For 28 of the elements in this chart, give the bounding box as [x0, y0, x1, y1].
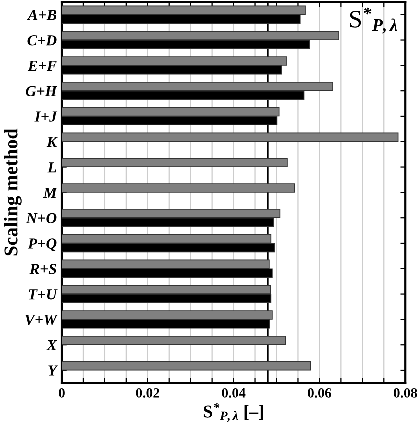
- x-tick-label: 0.04: [222, 388, 246, 398]
- y-tick-label: A+B: [27, 10, 57, 20]
- x-tick-label: 0.02: [136, 388, 160, 398]
- y-tick-label: V+W: [26, 314, 58, 326]
- x-tick-label: 0.08: [394, 388, 418, 398]
- y-tick-label: G+H: [26, 86, 58, 97]
- y-tick-label: E+F: [28, 60, 57, 71]
- y-axis-title: Scaling method: [4, 128, 22, 256]
- y-tick-label: Y: [48, 366, 58, 376]
- bar: [62, 184, 296, 193]
- y-tick-label: I+J: [34, 112, 58, 122]
- bar: [62, 158, 288, 168]
- x-tick-label: 0.06: [308, 388, 332, 398]
- x-axis-title: S$^{*}$$_{P,λ}$ [–]: [204, 403, 264, 422]
- y-tick-label: R+S: [30, 264, 57, 274]
- y-tick-label: L: [48, 162, 56, 173]
- y-tick-label: P+Q: [28, 238, 57, 252]
- y-tick-label: X: [46, 340, 58, 350]
- y-tick-label: M: [43, 188, 58, 198]
- y-tick-label: K: [46, 137, 58, 148]
- y-tick-label: N+O: [26, 213, 57, 224]
- y-tick-label: C+D: [28, 35, 57, 46]
- bar: [62, 132, 399, 142]
- bar: [62, 361, 312, 371]
- x-tick-label: 0: [59, 388, 65, 398]
- annotation: S$^{*}$$_{P,λ}$: [350, 8, 398, 34]
- bar: [62, 336, 286, 346]
- y-tick-label: T+U: [29, 290, 58, 300]
